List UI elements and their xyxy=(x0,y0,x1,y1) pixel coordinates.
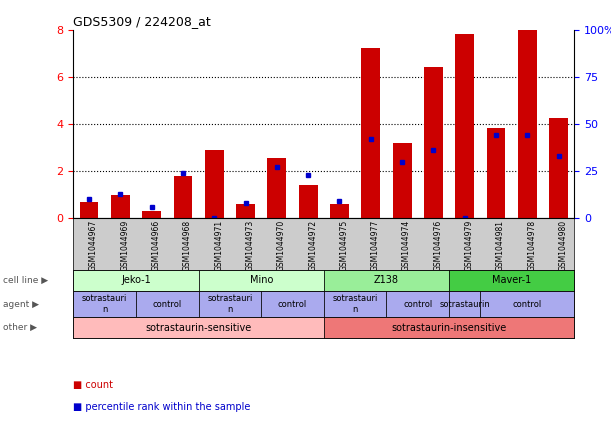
Text: GSM1044976: GSM1044976 xyxy=(433,220,442,271)
Text: GSM1044979: GSM1044979 xyxy=(465,220,474,271)
Text: GSM1044980: GSM1044980 xyxy=(558,220,568,271)
Text: sotrastauri
n: sotrastauri n xyxy=(332,294,378,314)
Text: ■ count: ■ count xyxy=(73,380,113,390)
Text: sotrastaurin: sotrastaurin xyxy=(439,299,490,308)
Bar xyxy=(299,185,318,218)
Text: GSM1044966: GSM1044966 xyxy=(152,220,161,271)
FancyBboxPatch shape xyxy=(73,291,136,317)
Text: GSM1044967: GSM1044967 xyxy=(89,220,98,271)
Text: sotrastaurin-insensitive: sotrastaurin-insensitive xyxy=(392,323,507,333)
Bar xyxy=(330,204,349,218)
Text: GSM1044977: GSM1044977 xyxy=(371,220,380,271)
Text: Z138: Z138 xyxy=(374,275,399,285)
Text: ■ percentile rank within the sample: ■ percentile rank within the sample xyxy=(73,402,251,412)
FancyBboxPatch shape xyxy=(449,270,574,291)
FancyBboxPatch shape xyxy=(324,270,449,291)
Text: GSM1044969: GSM1044969 xyxy=(120,220,130,271)
Text: Mino: Mino xyxy=(249,275,273,285)
Text: GDS5309 / 224208_at: GDS5309 / 224208_at xyxy=(73,16,211,28)
Text: control: control xyxy=(513,299,542,308)
Bar xyxy=(174,176,192,218)
Bar xyxy=(142,211,161,218)
Text: sotrastauri
n: sotrastauri n xyxy=(207,294,252,314)
Text: Jeko-1: Jeko-1 xyxy=(121,275,151,285)
Text: sotrastaurin-sensitive: sotrastaurin-sensitive xyxy=(145,323,252,333)
Text: Maver-1: Maver-1 xyxy=(492,275,532,285)
Text: GSM1044972: GSM1044972 xyxy=(308,220,317,271)
FancyBboxPatch shape xyxy=(73,270,199,291)
Text: cell line ▶: cell line ▶ xyxy=(3,276,48,285)
FancyBboxPatch shape xyxy=(324,291,386,317)
Bar xyxy=(486,127,505,218)
FancyBboxPatch shape xyxy=(324,317,574,338)
Text: GSM1044968: GSM1044968 xyxy=(183,220,192,271)
Text: control: control xyxy=(403,299,433,308)
Bar xyxy=(236,204,255,218)
Text: agent ▶: agent ▶ xyxy=(3,299,39,308)
FancyBboxPatch shape xyxy=(136,291,199,317)
Text: control: control xyxy=(278,299,307,308)
Text: GSM1044981: GSM1044981 xyxy=(496,220,505,271)
Bar xyxy=(518,30,536,218)
Text: GSM1044978: GSM1044978 xyxy=(527,220,536,271)
Bar xyxy=(424,67,443,218)
Bar xyxy=(205,150,224,218)
Text: GSM1044975: GSM1044975 xyxy=(340,220,348,271)
FancyBboxPatch shape xyxy=(199,270,324,291)
FancyBboxPatch shape xyxy=(73,317,324,338)
Text: GSM1044970: GSM1044970 xyxy=(277,220,286,271)
Bar xyxy=(549,118,568,218)
FancyBboxPatch shape xyxy=(199,291,262,317)
Text: sotrastauri
n: sotrastauri n xyxy=(82,294,127,314)
Text: control: control xyxy=(153,299,182,308)
Bar xyxy=(79,202,98,218)
FancyBboxPatch shape xyxy=(480,291,574,317)
Text: GSM1044974: GSM1044974 xyxy=(402,220,411,271)
Bar xyxy=(111,195,130,218)
FancyBboxPatch shape xyxy=(386,291,449,317)
Bar xyxy=(455,34,474,218)
FancyBboxPatch shape xyxy=(449,291,480,317)
Bar xyxy=(268,158,286,218)
Text: GSM1044973: GSM1044973 xyxy=(246,220,255,271)
FancyBboxPatch shape xyxy=(262,291,324,317)
Text: GSM1044971: GSM1044971 xyxy=(214,220,223,271)
Bar xyxy=(393,143,412,218)
Text: other ▶: other ▶ xyxy=(3,323,37,332)
Bar xyxy=(361,49,380,218)
